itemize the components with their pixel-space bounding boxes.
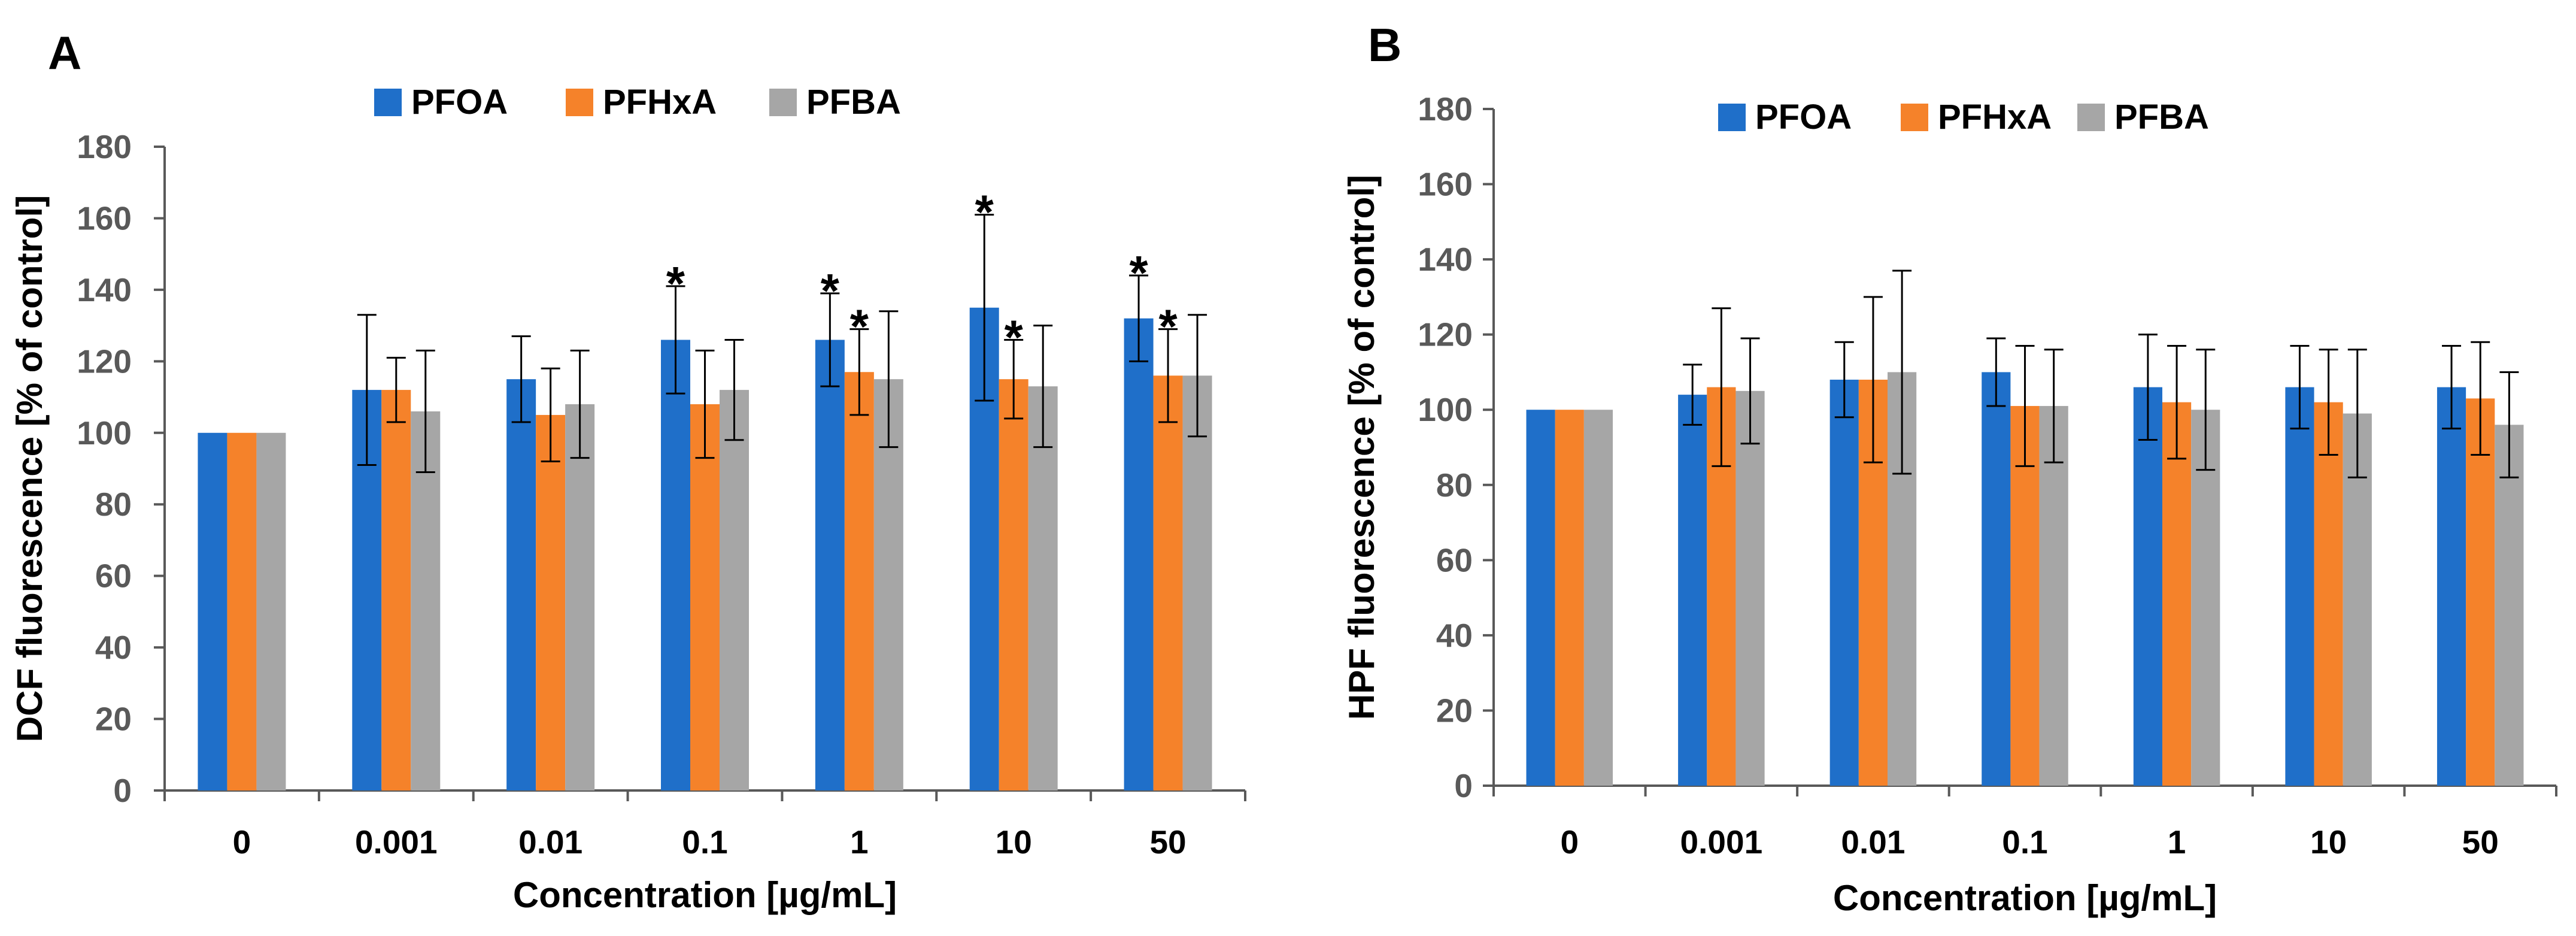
x-tick-label: 0.1 [682,823,727,861]
bar-pfba [1182,375,1212,790]
bar-pfoa [661,340,691,790]
bar-pfoa [2285,387,2314,786]
bar-pfba [256,432,286,790]
x-tick-label: 10 [996,823,1032,861]
y-tick-label: 80 [95,486,132,523]
y-tick-label: 120 [77,343,132,380]
significance-star: * [821,264,840,317]
y-tick-label: 180 [1418,90,1473,128]
y-tick-label: 140 [77,271,132,308]
x-tick-label: 0 [1560,823,1579,861]
bar-pfoa [1829,380,1859,786]
bar-pfhxa [2466,398,2495,786]
x-tick-label: 50 [2462,823,2499,861]
bar-pfoa [2437,387,2466,786]
y-tick-label: 40 [95,629,132,666]
y-tick-label: 0 [113,772,132,809]
bar-pfhxa [1555,410,1584,786]
significance-star: * [850,300,869,353]
bar-pfhxa [690,404,720,790]
x-tick-label: 0.001 [355,823,438,861]
y-tick-label: 140 [1418,241,1473,278]
y-tick-label: 180 [77,128,132,165]
bar-pfba [1735,390,1765,786]
y-tick-label: 40 [1436,617,1473,654]
bar-pfoa [198,432,227,790]
x-axis-title: Concentration [µg/mL] [1833,878,2217,918]
legend-label-pfba: PFBA [806,83,901,122]
bar-pfba [719,390,749,790]
bar-pfba [2495,425,2524,786]
bar-pfba [1028,386,1058,790]
x-tick-label: 10 [2310,823,2347,861]
bar-pfba [565,404,595,790]
significance-star: * [1005,311,1024,364]
x-tick-label: 0.1 [2002,823,2047,861]
bar-pfba [2191,410,2220,786]
y-axis-title: HPF fluorescence [% of control] [1342,175,1382,720]
x-tick-label: 1 [2168,823,2186,861]
bar-pfhxa [381,390,411,790]
bar-pfhxa [844,372,874,790]
panel-label: B [1368,19,1401,71]
y-tick-label: 20 [1436,692,1473,729]
y-tick-label: 100 [77,414,132,452]
bar-pfba [1583,410,1613,786]
legend-swatch-pfba [769,89,797,116]
x-tick-label: 0.01 [518,823,582,861]
bar-pfhxa [227,432,257,790]
y-tick-label: 60 [1436,541,1473,578]
y-tick-label: 100 [1418,391,1473,428]
bar-pfoa [506,379,536,790]
y-tick-label: 20 [95,701,132,738]
y-tick-label: 80 [1436,467,1473,504]
chart-panel-a: A 0 20 40 60 80 100 120 140 160 180 0 0.001 0.01 0.1 * 1… [10,26,1246,915]
legend-swatch-pfhxa [1901,104,1928,131]
bar-pfhxa [536,414,566,790]
y-tick-label: 120 [1418,316,1473,353]
significance-star: * [975,185,994,238]
bar-pfoa [815,340,845,790]
bar-pfoa [1982,372,2011,786]
legend-swatch-pfhxa [566,89,593,116]
bar-pfhxa [999,379,1028,790]
x-tick-label: 0.001 [1680,823,1763,861]
x-tick-label: 1 [850,823,869,861]
y-tick-label: 160 [1418,166,1473,203]
x-tick-label: 0 [233,823,251,861]
bar-pfhxa [1153,375,1183,790]
bar-pfhxa [2010,405,2040,786]
bar-pfoa [1678,395,1707,786]
significance-star: * [666,257,685,310]
x-axis-title: Concentration [µg/mL] [513,875,897,915]
significance-star: * [1159,300,1178,353]
bar-pfba [2039,405,2068,786]
panel-label: A [48,26,81,79]
legend-label-pfhxa: PFHxA [1938,98,2052,137]
y-tick-label: 160 [77,199,132,237]
legend-swatch-pfoa [374,89,402,116]
x-tick-label: 50 [1149,823,1186,861]
legend-label-pfoa: PFOA [1755,98,1852,137]
bar-pfoa [1526,410,1555,786]
significance-star: * [1130,246,1149,299]
legend-label-pfhxa: PFHxA [603,83,717,122]
chart-panel-b: B 0 20 40 60 80 100 120 140 160 180 0 0.001 0.01 0.1 1 1… [1342,19,2557,918]
bar-pfoa [1124,318,1154,790]
bar-pfoa [2133,387,2162,786]
legend-label-pfba: PFBA [2114,98,2209,137]
bar-pfhxa [2314,402,2343,786]
x-tick-label: 0.01 [1841,823,1905,861]
y-tick-label: 60 [95,558,132,595]
bar-pfhxa [2162,402,2192,786]
legend-swatch-pfoa [1718,104,1746,131]
legend-swatch-pfba [2077,104,2105,131]
y-axis-title: DCF fluorescence [% of control] [10,195,50,742]
bar-pfba [411,411,441,790]
y-tick-label: 0 [1454,767,1473,804]
legend-label-pfoa: PFOA [411,83,508,122]
